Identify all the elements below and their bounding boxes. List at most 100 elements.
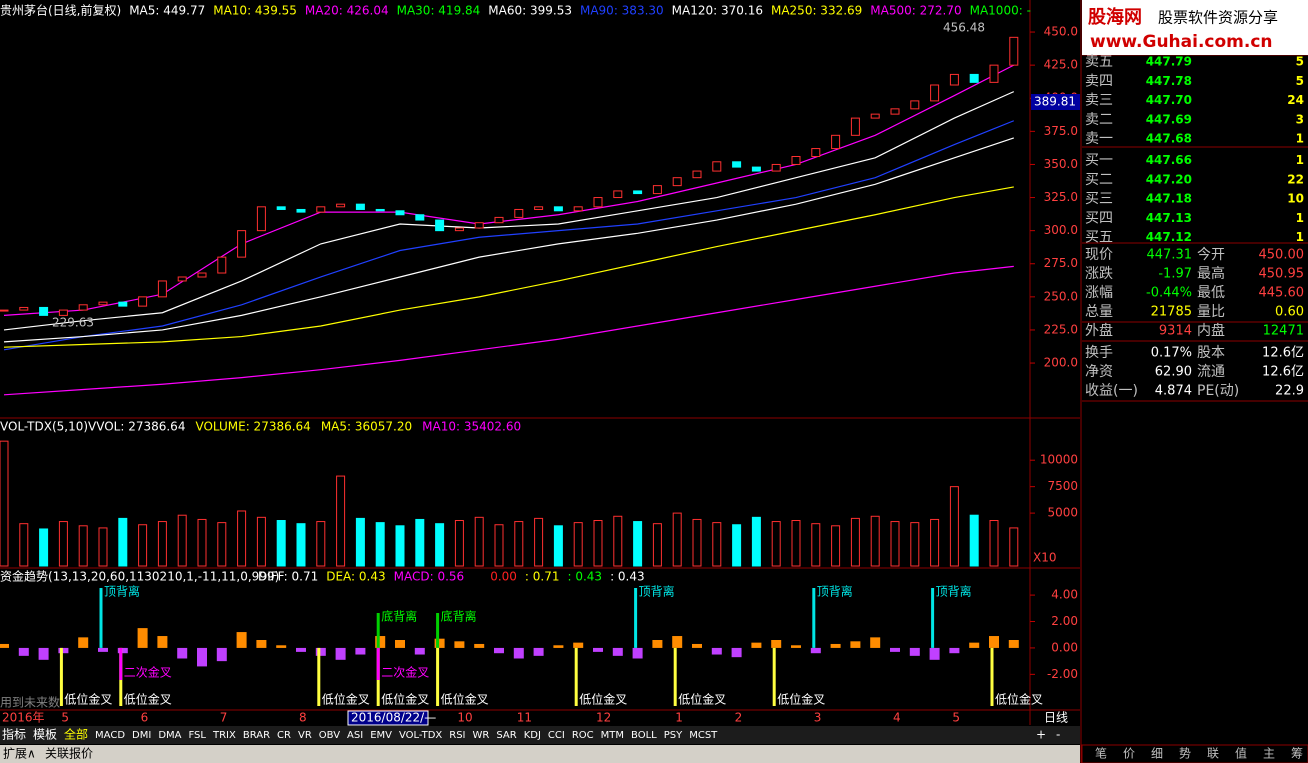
tab[interactable]: VR [298,730,312,741]
unit-label: X10 [1033,551,1057,565]
volume-bar [98,527,108,567]
tab[interactable]: KDJ [524,730,541,741]
tab[interactable]: 模板 [33,728,57,742]
tab[interactable]: FSL [188,730,206,741]
volume-bar [39,528,49,567]
date-label: 4 [893,711,901,725]
stat-cell: 量比 [1197,304,1225,320]
volume-bar [633,521,643,567]
volume-bar [138,524,148,567]
book-price: 447.70 [1146,93,1192,107]
logo-name: 股海网 [1087,6,1142,28]
zoom-button[interactable]: - [1056,728,1060,742]
bottom-tab[interactable]: 关联报价 [45,746,93,761]
tab[interactable]: 指标 [2,727,26,742]
volume-bar [435,523,445,567]
signal-label: 二次金叉 [381,665,429,680]
date-label: 5 [952,711,960,725]
macd-bar [18,647,29,656]
tab[interactable]: VOL-TDX [399,730,442,741]
macd-bar [375,636,386,648]
macd-bar [692,643,702,648]
stat-cell: 4.874 [1155,384,1192,399]
date-label: 7 [220,711,228,725]
legend-item: MA60: 399.53 [488,4,572,18]
volume-bar [375,522,385,567]
tab[interactable]: CCI [548,730,565,741]
candle [712,161,722,172]
signal-label: 顶背离 [639,584,675,599]
macd-bar [731,647,742,658]
y-tick-label: 225.0 [1044,322,1078,336]
volume-bar [296,523,306,567]
candle [0,309,9,312]
tab[interactable]: RSI [449,730,465,741]
volume-bar [989,520,999,567]
logo-slogan: 股票软件资源分享 [1158,9,1278,27]
tab[interactable]: MCST [689,730,718,741]
tab[interactable]: PSY [664,730,683,741]
tab[interactable]: WR [473,730,490,741]
signal-line [772,647,776,706]
side-button[interactable]: 势 [1179,747,1191,761]
side-button[interactable]: 细 [1151,747,1163,761]
stat-cell: 最低 [1197,285,1225,301]
date-label: 10 [457,711,472,725]
legend-item: MA1000: - [970,4,1031,18]
candle [39,306,49,316]
date-label: 5 [61,711,69,725]
y-tick-label: 300.0 [1044,223,1078,237]
tab[interactable]: ASI [347,730,363,741]
panel-item: VVOL: 27386.64 [88,420,185,434]
candle [355,203,365,210]
tab[interactable]: SAR [496,730,516,741]
signal-label: 低位金叉 [777,692,825,707]
tab[interactable]: CR [277,730,291,741]
tab[interactable]: EMV [370,730,392,741]
stat-cell: 内盘 [1197,322,1225,339]
bottom-tab[interactable]: 扩展∧ [3,747,36,761]
macd-bar [78,637,89,648]
volume-bar [890,521,900,567]
side-button[interactable]: 联 [1207,747,1219,761]
candle [237,230,247,258]
tab[interactable]: 全部 [64,727,88,742]
legend-item: MA30: 419.84 [397,4,481,18]
tab[interactable]: DMI [132,730,151,741]
tab[interactable]: MTM [601,730,624,741]
macd-bar [494,647,504,654]
tab[interactable]: BRAR [243,730,270,741]
macd-bar [236,632,247,648]
side-button[interactable]: 价 [1123,747,1135,761]
macd-bar [632,647,643,659]
macd-bar [38,647,49,660]
volume-bar [751,516,761,567]
tab[interactable]: OBV [319,730,340,741]
signal-label: 低位金叉 [381,692,429,707]
side-button[interactable]: 筹 [1291,747,1303,761]
book-price: 447.68 [1146,132,1192,146]
volume-bar [870,515,880,567]
tab[interactable]: DMA [158,730,181,741]
side-button[interactable]: 值 [1235,746,1247,761]
ma-line [3,137,1014,343]
book-side: 卖五 [1085,54,1113,70]
y-tick-label: 200.0 [1044,356,1078,370]
side-button[interactable]: 笔 [1095,746,1107,761]
stat-cell: 447.31 [1147,248,1193,263]
candle [454,227,464,232]
macd-bar [216,647,227,662]
zoom-button[interactable]: + [1036,728,1046,742]
macd-bar [870,637,881,648]
candle [197,272,207,278]
tab[interactable]: MACD [95,730,125,741]
macd-bar [355,647,366,655]
tab[interactable]: TRIX [212,730,236,741]
candle [870,113,880,119]
tab[interactable]: BOLL [631,730,657,741]
signal-label: 顶背离 [104,584,140,599]
macd-bar [177,647,188,659]
tab[interactable]: ROC [572,730,594,741]
side-button[interactable]: 主 [1263,747,1275,761]
